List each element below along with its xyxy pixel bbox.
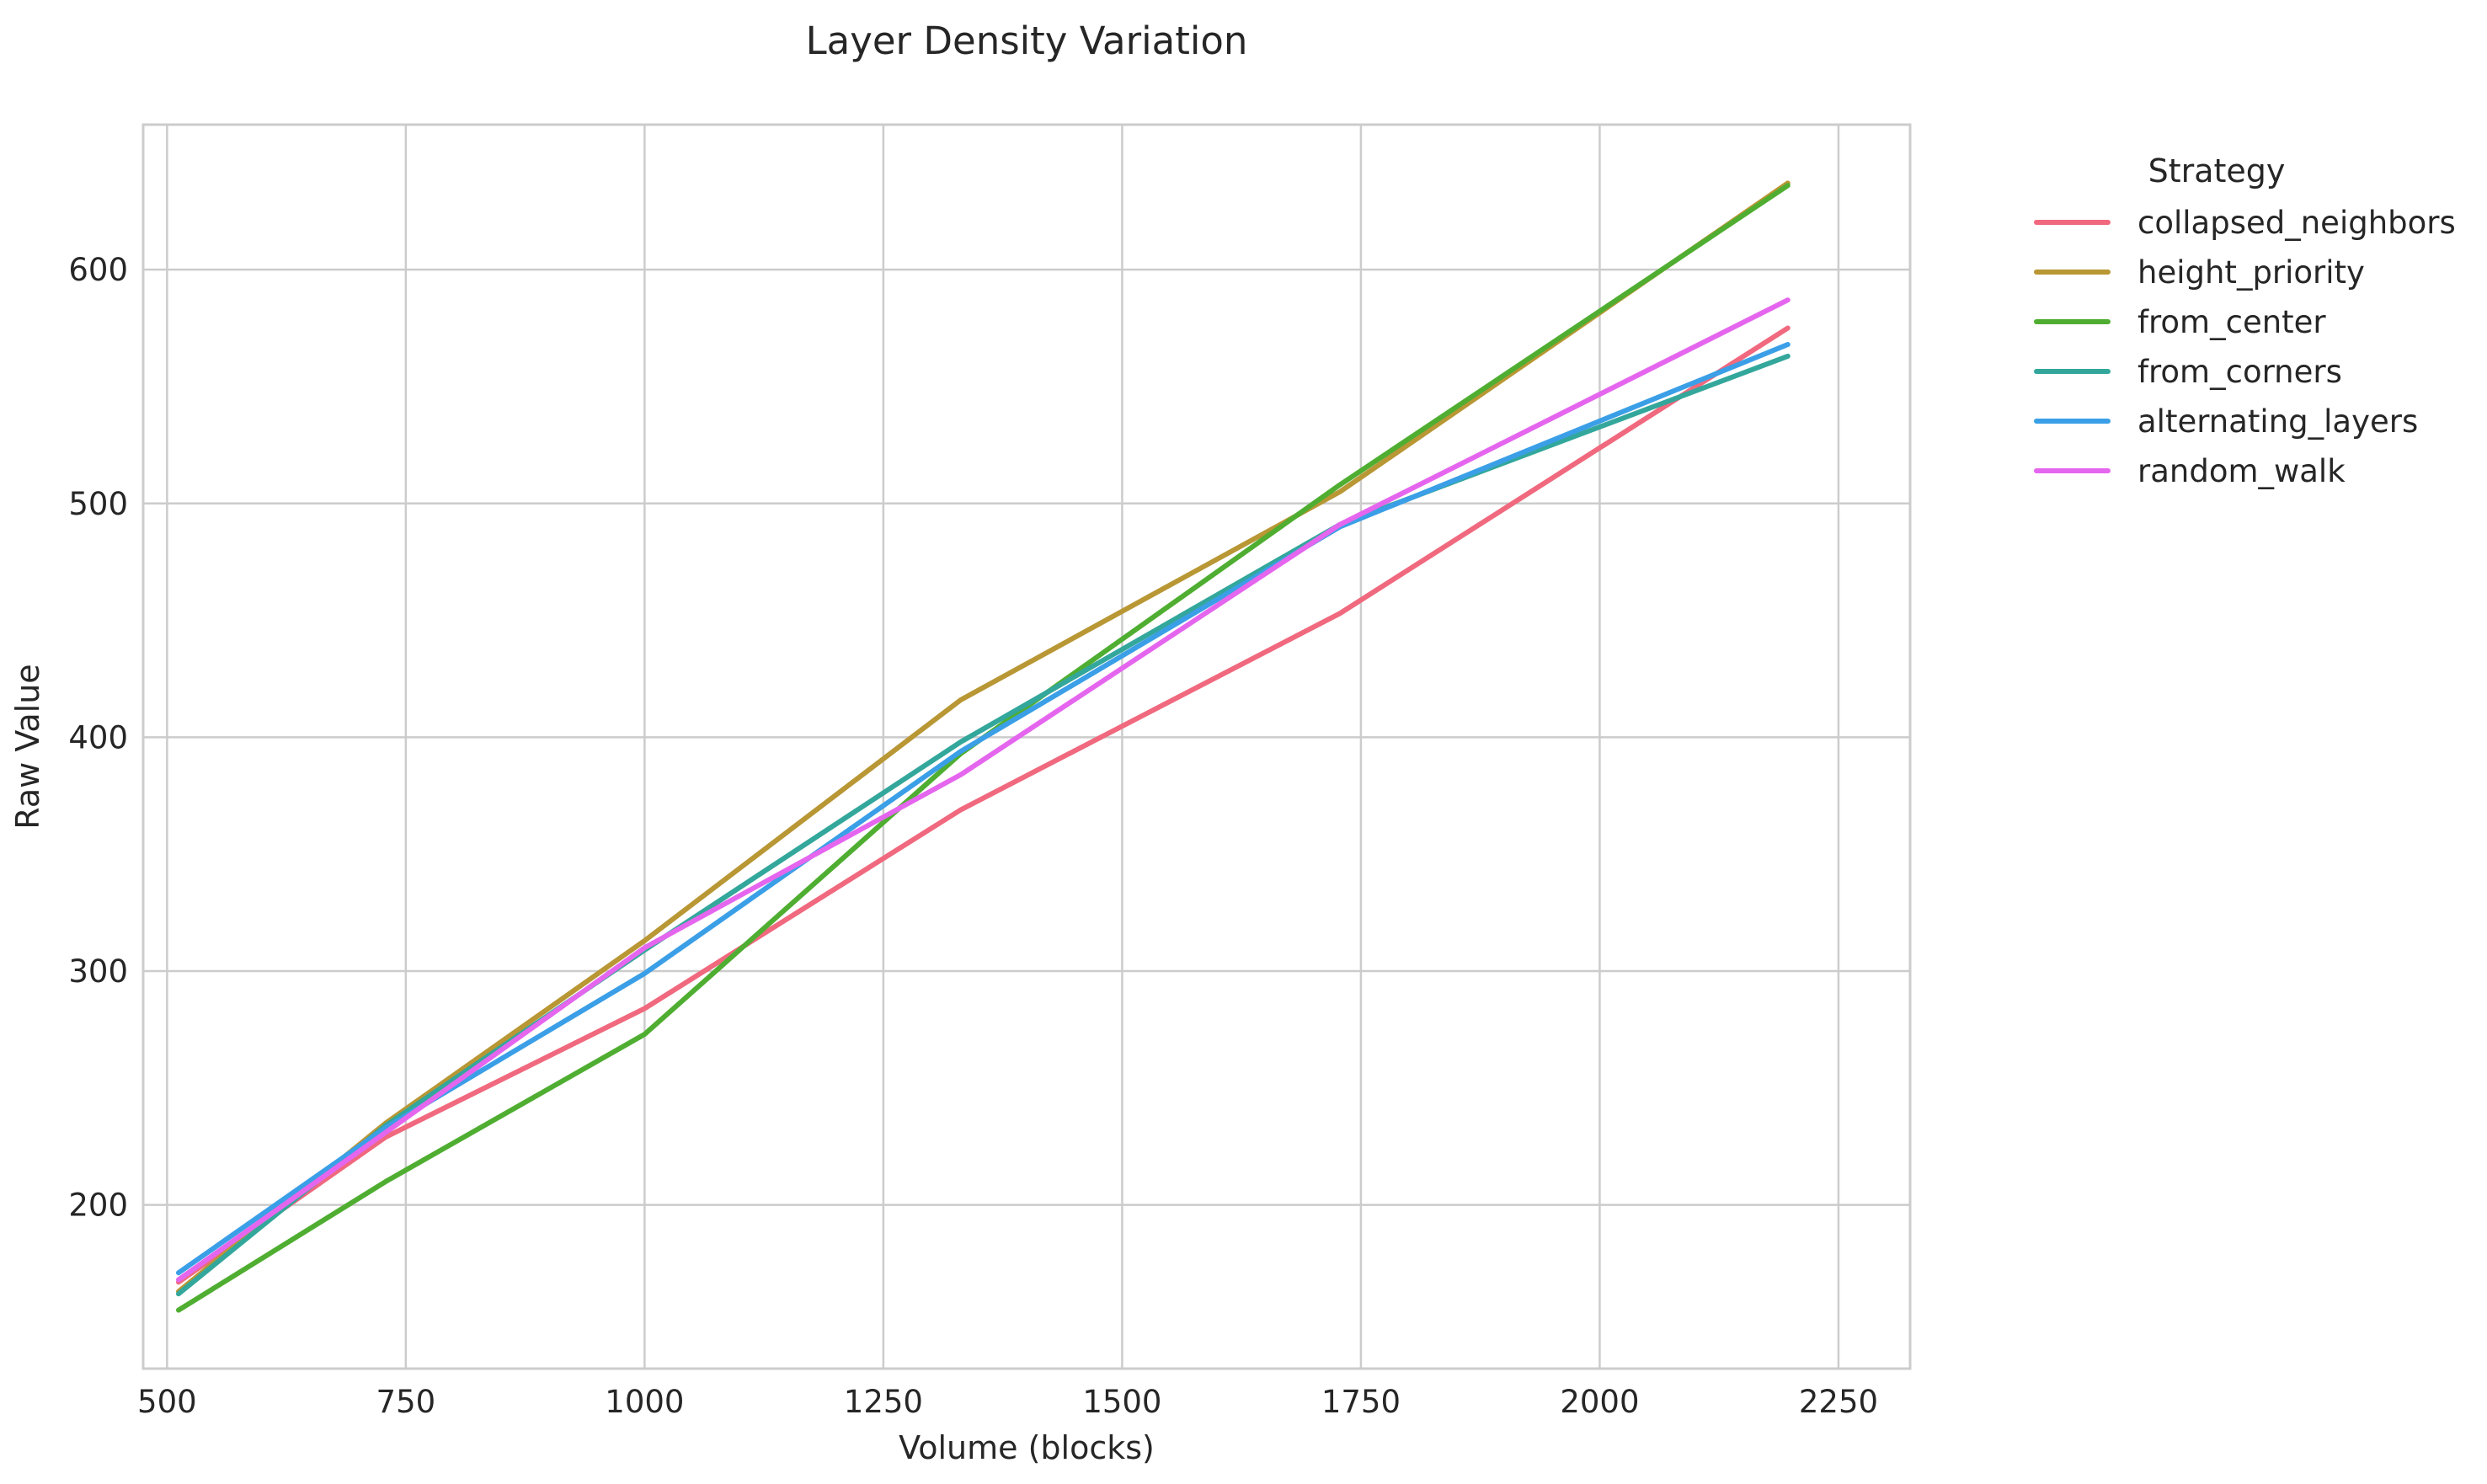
series-line-from_center xyxy=(176,183,1791,1313)
x-tick-label: 500 xyxy=(137,1384,197,1420)
x-tick-label: 750 xyxy=(376,1384,436,1420)
series-line-collapsed_neighbors xyxy=(176,325,1791,1285)
y-axis-title: Raw Value xyxy=(9,664,46,829)
legend-label-from_center: from_center xyxy=(2137,304,2326,340)
legend-label-collapsed_neighbors: collapsed_neighbors xyxy=(2137,205,2456,241)
x-tick-label: 1500 xyxy=(1082,1384,1161,1420)
legend: Strategy collapsed_neighbors height_prior… xyxy=(2034,152,2456,489)
x-tick-label: 1250 xyxy=(844,1384,923,1420)
legend-label-from_corners: from_corners xyxy=(2137,354,2342,390)
x-axis-title: Volume (blocks) xyxy=(899,1429,1155,1466)
series-line-random_walk xyxy=(176,297,1791,1283)
legend-label-height_priority: height_priority xyxy=(2137,254,2365,291)
plot-frame xyxy=(141,123,1912,1370)
x-tick-label: 1000 xyxy=(605,1384,684,1420)
x-tick-labels: 500 750 1000 1250 1500 1750 2000 2250 xyxy=(137,1384,1878,1420)
legend-title: Strategy xyxy=(2148,152,2286,190)
y-tick-label: 600 xyxy=(68,252,128,288)
x-tick-label: 1750 xyxy=(1321,1384,1401,1420)
y-tick-label: 400 xyxy=(68,719,128,755)
x-tick-label: 2250 xyxy=(1799,1384,1878,1420)
y-tick-label: 300 xyxy=(68,953,128,990)
legend-label-alternating_layers: alternating_layers xyxy=(2137,403,2418,440)
chart-title: Layer Density Variation xyxy=(806,19,1248,63)
y-tick-labels: 200 300 400 500 600 xyxy=(68,252,128,1224)
x-tick-label: 2000 xyxy=(1560,1384,1639,1420)
legend-label-random_walk: random_walk xyxy=(2137,453,2346,489)
grid xyxy=(143,125,1910,1369)
series-lines xyxy=(176,180,1791,1313)
y-tick-label: 200 xyxy=(68,1188,128,1224)
y-tick-label: 500 xyxy=(68,486,128,522)
